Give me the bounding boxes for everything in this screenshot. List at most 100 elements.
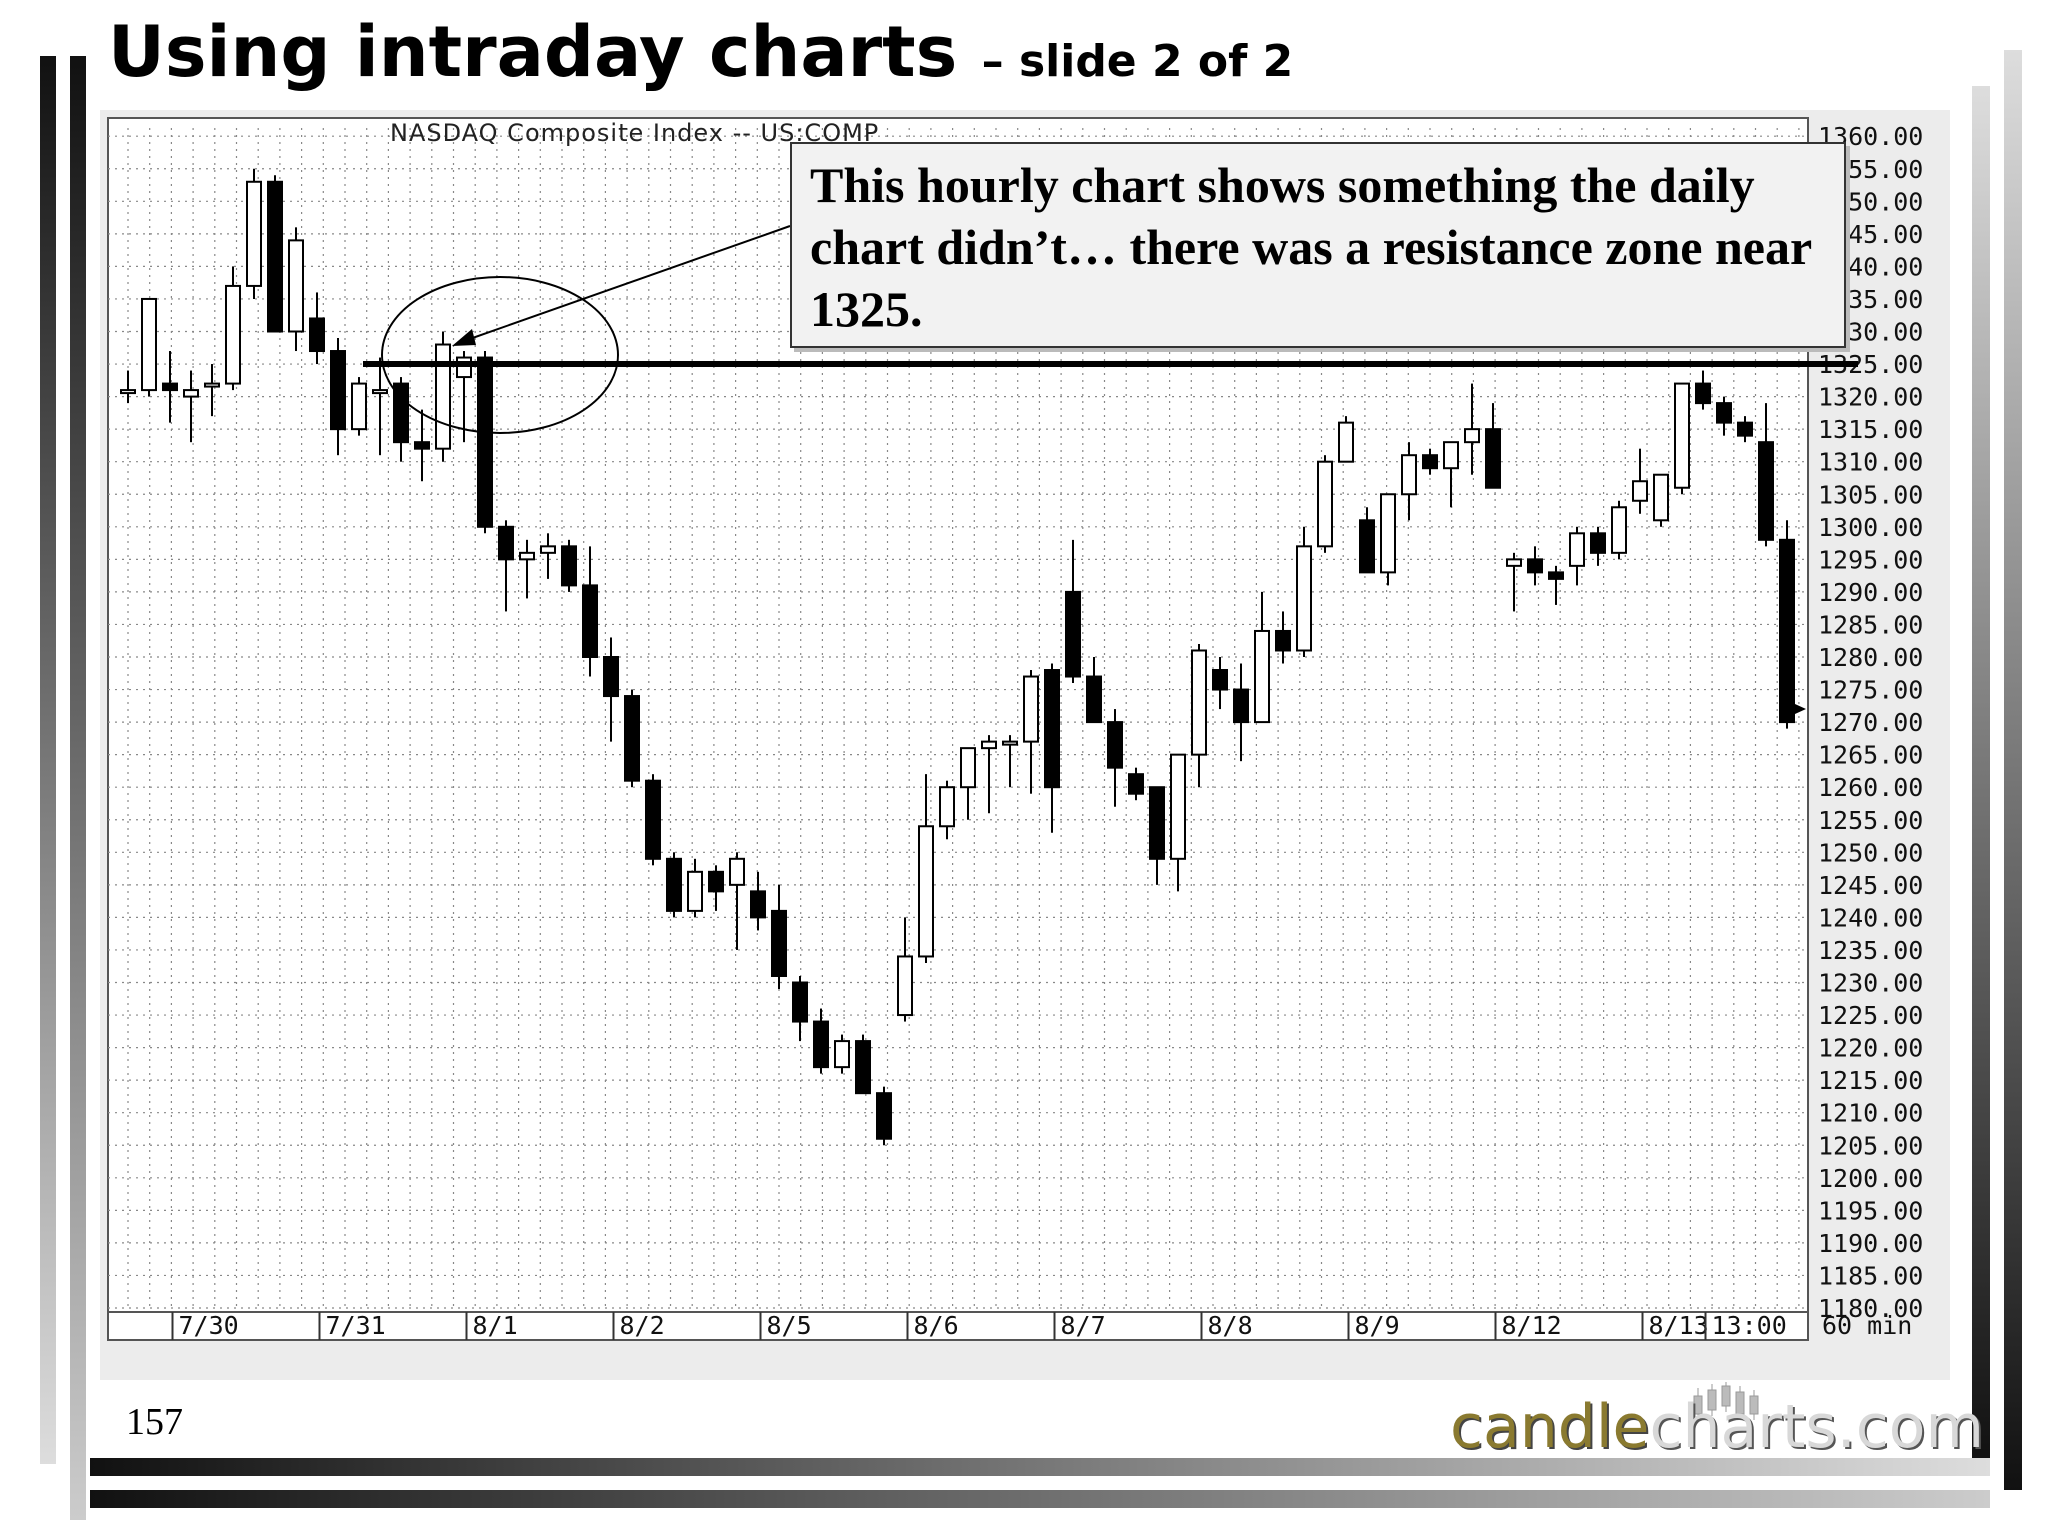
y-tick-label: 1205.00 bbox=[1818, 1131, 1923, 1160]
candle-body-black bbox=[582, 584, 598, 659]
page-number: 157 bbox=[126, 1401, 183, 1443]
y-tick-label: 1185.00 bbox=[1818, 1261, 1923, 1290]
candle-body-white bbox=[120, 389, 136, 395]
logo-text-part2: charts.com bbox=[1649, 1392, 1984, 1462]
candle-body-white bbox=[1653, 473, 1669, 522]
y-tick-label: 1250.00 bbox=[1818, 838, 1923, 867]
callout-arrow bbox=[463, 225, 791, 342]
candle-body-black bbox=[477, 356, 493, 528]
candle-body-black bbox=[1086, 675, 1102, 724]
x-tick-label: 8/1 bbox=[473, 1311, 518, 1340]
candle-body-white bbox=[435, 343, 451, 450]
candle-body-white bbox=[246, 180, 262, 287]
x-tick-label: 7/30 bbox=[179, 1311, 239, 1340]
y-tick-label: 1180.00 bbox=[1818, 1294, 1923, 1323]
candle-body-black bbox=[750, 890, 766, 919]
candle-body-black bbox=[1758, 441, 1774, 541]
y-tick-label: 1215.00 bbox=[1818, 1066, 1923, 1095]
candle-body-white bbox=[939, 786, 955, 828]
candle-body-black bbox=[267, 180, 283, 333]
candle-body-black bbox=[1359, 519, 1375, 574]
candle-body-black bbox=[1107, 721, 1123, 769]
candle-body-white bbox=[372, 389, 388, 395]
slide-title-main: Using intraday charts bbox=[108, 11, 958, 93]
logo-candles-icon bbox=[1693, 1382, 1759, 1420]
candle-body-black bbox=[1422, 454, 1438, 470]
candle-body-white bbox=[981, 740, 997, 750]
candle-body-white bbox=[1296, 545, 1312, 652]
y-tick-label: 1305.00 bbox=[1818, 480, 1923, 509]
slide-title: Using intraday charts – slide 2 of 2 bbox=[108, 4, 1293, 110]
candle-body-white bbox=[960, 747, 976, 789]
candle-body-black bbox=[1737, 421, 1753, 437]
y-tick-label: 1295.00 bbox=[1818, 545, 1923, 574]
logo-text: candlecharts.com bbox=[1450, 1394, 1984, 1460]
x-tick-label: 8/2 bbox=[620, 1311, 665, 1340]
x-tick-label: 8/5 bbox=[767, 1311, 812, 1340]
candle-body-white bbox=[1443, 441, 1459, 470]
candle-body-white bbox=[1674, 382, 1690, 489]
candle-body-white bbox=[204, 382, 220, 388]
candlecharts-logo: candlecharts.com bbox=[1450, 1380, 1984, 1460]
decor-bar-bottom-upper bbox=[90, 1458, 1990, 1476]
candle-body-white bbox=[456, 356, 472, 379]
candle-body-white bbox=[1002, 740, 1018, 746]
candle-body-black bbox=[1065, 590, 1081, 678]
candle-body-white bbox=[540, 545, 556, 554]
y-tick-label: 1245.00 bbox=[1818, 871, 1923, 900]
candle-body-white bbox=[1023, 675, 1039, 743]
candle-body-black bbox=[1716, 402, 1732, 424]
candle-body-white bbox=[1611, 506, 1627, 554]
y-tick-label: 1235.00 bbox=[1818, 936, 1923, 965]
candle-body-white bbox=[519, 551, 535, 561]
candle-body-black bbox=[1044, 669, 1060, 789]
candle-body-black bbox=[1590, 532, 1606, 554]
x-tick-label: 13:00 bbox=[1712, 1311, 1787, 1340]
candle-body-black bbox=[1275, 629, 1291, 652]
y-tick-label: 1240.00 bbox=[1818, 903, 1923, 932]
candle-body-white bbox=[687, 870, 703, 912]
highlight-ellipse bbox=[381, 276, 619, 434]
candle-body-white bbox=[288, 239, 304, 333]
candle-body-white bbox=[1464, 428, 1480, 444]
candle-body-black bbox=[498, 525, 514, 561]
y-tick-label: 1275.00 bbox=[1818, 676, 1923, 705]
candle-body-black bbox=[603, 656, 619, 698]
candle-body-white bbox=[351, 382, 367, 431]
y-tick-label: 1255.00 bbox=[1818, 806, 1923, 835]
candle-body-white bbox=[183, 389, 199, 398]
y-tick-label: 1210.00 bbox=[1818, 1099, 1923, 1128]
candle-body-white bbox=[1401, 454, 1417, 496]
y-tick-label: 1190.00 bbox=[1818, 1229, 1923, 1258]
decor-bar-left-outer bbox=[40, 56, 56, 1464]
y-tick-label: 1195.00 bbox=[1818, 1196, 1923, 1225]
candle-body-black bbox=[414, 441, 430, 450]
decor-bar-right-inner bbox=[1972, 86, 1990, 1460]
candle-body-black bbox=[624, 695, 640, 782]
callout-arrowhead bbox=[452, 329, 476, 346]
slide-subtitle: – slide 2 of 2 bbox=[981, 36, 1294, 87]
y-tick-label: 1200.00 bbox=[1818, 1164, 1923, 1193]
x-tick-label: 7/31 bbox=[326, 1311, 386, 1340]
candle-body-white bbox=[897, 955, 913, 1017]
candle-body-black bbox=[666, 857, 682, 912]
candle-body-black bbox=[1779, 538, 1795, 724]
candle-body-black bbox=[162, 382, 178, 392]
x-tick-label: 8/6 bbox=[914, 1311, 959, 1340]
logo-text-part1: candle bbox=[1450, 1392, 1650, 1462]
x-tick-label: 8/12 bbox=[1502, 1311, 1562, 1340]
candle-body-black bbox=[813, 1020, 829, 1069]
candle-body-white bbox=[1632, 480, 1648, 502]
candle-body-black bbox=[1527, 558, 1543, 574]
y-tick-label: 1315.00 bbox=[1818, 415, 1923, 444]
x-tick-label: 8/7 bbox=[1061, 1311, 1106, 1340]
y-tick-label: 1270.00 bbox=[1818, 708, 1923, 737]
candle-body-black bbox=[1233, 688, 1249, 724]
candle-body-black bbox=[561, 545, 577, 587]
candle-body-white bbox=[1191, 649, 1207, 756]
y-tick-label: 1290.00 bbox=[1818, 578, 1923, 607]
candle-body-black bbox=[1695, 382, 1711, 405]
y-tick-label: 1265.00 bbox=[1818, 741, 1923, 770]
y-tick-label: 1220.00 bbox=[1818, 1034, 1923, 1063]
candle-body-black bbox=[876, 1092, 892, 1140]
